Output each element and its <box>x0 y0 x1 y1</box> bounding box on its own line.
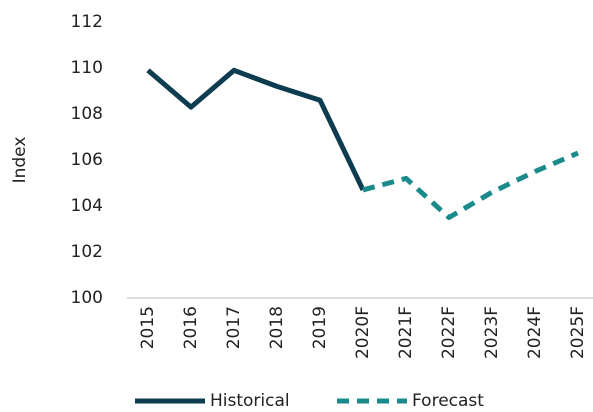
x-tick-label: 2016 <box>181 306 201 349</box>
y-tick-label: 110 <box>71 58 103 78</box>
x-tick-label: 2023F <box>482 306 502 359</box>
x-tick-label: 2018 <box>267 306 287 349</box>
x-tick-label: 2022F <box>439 306 459 359</box>
y-tick-label: 106 <box>71 150 103 170</box>
y-tick-label: 100 <box>71 288 103 308</box>
y-tick-label: 108 <box>71 104 103 124</box>
x-tick-label: 2025F <box>568 306 588 359</box>
y-tick-label: 104 <box>71 196 103 216</box>
series-line <box>362 150 579 220</box>
y-axis-label: Index <box>10 137 30 184</box>
x-tick-label: 2024F <box>525 306 545 359</box>
legend-label: Forecast <box>412 391 484 411</box>
x-tick-label: 2017 <box>224 306 244 349</box>
x-tick-label: 2019 <box>310 306 330 349</box>
y-tick-label: 112 <box>71 12 103 32</box>
y-tick-label: 102 <box>71 242 103 262</box>
legend-label: Historical <box>210 391 290 411</box>
x-tick-label: 2021F <box>396 306 416 359</box>
series-line <box>146 67 366 191</box>
x-tick-label: 2015 <box>138 306 158 349</box>
x-tick-label: 2020F <box>353 306 373 359</box>
